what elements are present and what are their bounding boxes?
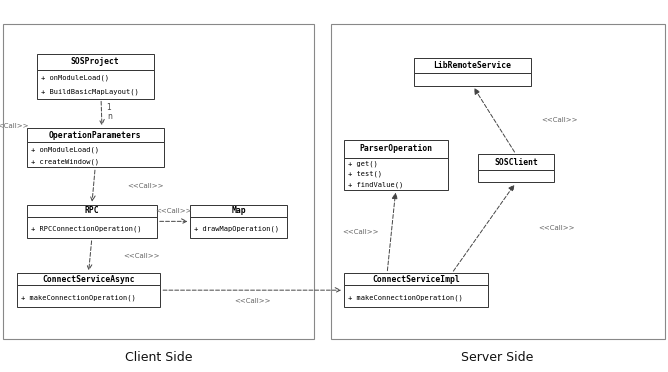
Bar bbox=[478, 154, 554, 170]
Bar bbox=[344, 140, 448, 158]
Bar bbox=[478, 170, 554, 182]
Bar bbox=[37, 54, 154, 70]
Text: Client Side: Client Side bbox=[124, 351, 192, 363]
Text: <<Call>>: <<Call>> bbox=[234, 298, 271, 304]
Bar bbox=[17, 273, 160, 285]
Bar bbox=[27, 128, 164, 142]
Text: ConnectServiceImpl: ConnectServiceImpl bbox=[372, 275, 460, 284]
Text: + RPCConnectionOperation(): + RPCConnectionOperation() bbox=[31, 225, 141, 232]
Text: ParserOperation: ParserOperation bbox=[359, 144, 432, 153]
Text: SOSClient: SOSClient bbox=[494, 158, 538, 167]
Bar bbox=[414, 73, 531, 86]
Bar bbox=[37, 70, 154, 99]
Text: + get(): + get() bbox=[348, 160, 378, 167]
Bar bbox=[27, 205, 157, 217]
Text: + onModuleLoad(): + onModuleLoad() bbox=[31, 146, 99, 153]
Bar bbox=[331, 24, 665, 339]
Text: OperationParameters: OperationParameters bbox=[49, 131, 142, 140]
Bar bbox=[344, 158, 448, 190]
Text: <<Call>>: <<Call>> bbox=[541, 117, 578, 123]
Text: <<Call>>: <<Call>> bbox=[538, 225, 574, 231]
Text: <<Call>>: <<Call>> bbox=[342, 228, 379, 235]
Bar bbox=[344, 273, 488, 285]
Bar bbox=[27, 217, 157, 238]
Text: Map: Map bbox=[232, 206, 246, 215]
Text: n: n bbox=[108, 112, 112, 121]
Bar bbox=[17, 285, 160, 307]
Text: + drawMapOperation(): + drawMapOperation() bbox=[194, 225, 279, 232]
Text: + onModuleLoad(): + onModuleLoad() bbox=[41, 75, 109, 81]
Text: <<Call>>: <<Call>> bbox=[124, 253, 160, 259]
Text: + createWindow(): + createWindow() bbox=[31, 158, 99, 165]
Bar bbox=[414, 58, 531, 73]
Text: + findValue(): + findValue() bbox=[348, 182, 403, 188]
Text: Server Side: Server Side bbox=[462, 351, 534, 363]
Bar bbox=[27, 142, 164, 167]
Text: ConnectServiceAsync: ConnectServiceAsync bbox=[42, 275, 135, 284]
Text: + test(): + test() bbox=[348, 171, 382, 177]
Bar bbox=[3, 24, 314, 339]
Text: SOSProject: SOSProject bbox=[71, 58, 120, 67]
Text: <<Call>>: <<Call>> bbox=[127, 183, 164, 189]
Text: + BuildBasicMapLayout(): + BuildBasicMapLayout() bbox=[41, 89, 138, 95]
Text: <<Call>>: <<Call>> bbox=[0, 124, 28, 129]
Text: LibRemoteService: LibRemoteService bbox=[434, 61, 512, 70]
Text: RPC: RPC bbox=[85, 206, 99, 215]
Text: + makeConnectionOperation(): + makeConnectionOperation() bbox=[21, 294, 136, 301]
Bar bbox=[344, 285, 488, 307]
Bar bbox=[190, 217, 287, 238]
Text: 1: 1 bbox=[107, 103, 112, 112]
Bar bbox=[190, 205, 287, 217]
Text: + makeConnectionOperation(): + makeConnectionOperation() bbox=[348, 294, 463, 301]
Text: <<Call>>: <<Call>> bbox=[156, 208, 192, 214]
